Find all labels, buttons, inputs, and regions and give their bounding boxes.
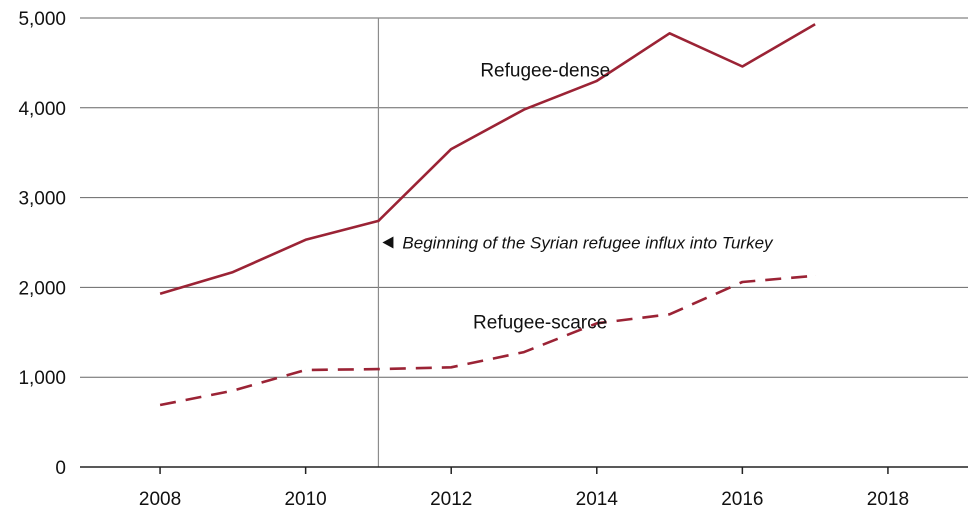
x-tick-label: 2018 [867,489,909,510]
x-tick-label: 2010 [284,489,326,510]
x-tick-label: 2014 [576,489,619,510]
y-tick-label: 3,000 [18,189,66,210]
y-tick-label: 5,000 [18,9,66,30]
y-tick-label: 2,000 [18,278,66,299]
x-tick-label: 2016 [721,489,763,510]
x-tick-label: 2012 [430,489,472,510]
y-tick-label: 0 [55,458,66,479]
x-tick-label: 2008 [139,489,181,510]
y-tick-label: 4,000 [18,99,66,120]
annotation-arrow-icon [382,237,393,249]
annotation-syrian-influx: Beginning of the Syrian refugee influx i… [402,234,774,253]
y-axis-ticks: 0 1,000 2,000 3,000 4,000 5,000 [18,9,66,479]
x-axis-ticks: 2008 2010 2012 2014 2016 2018 [139,467,909,510]
y-tick-label: 1,000 [18,368,66,389]
series-label-refugee-dense: Refugee-dense [480,60,610,81]
series-line-refugee-scarce [160,276,815,405]
series-label-refugee-scarce: Refugee-scarce [473,313,607,334]
